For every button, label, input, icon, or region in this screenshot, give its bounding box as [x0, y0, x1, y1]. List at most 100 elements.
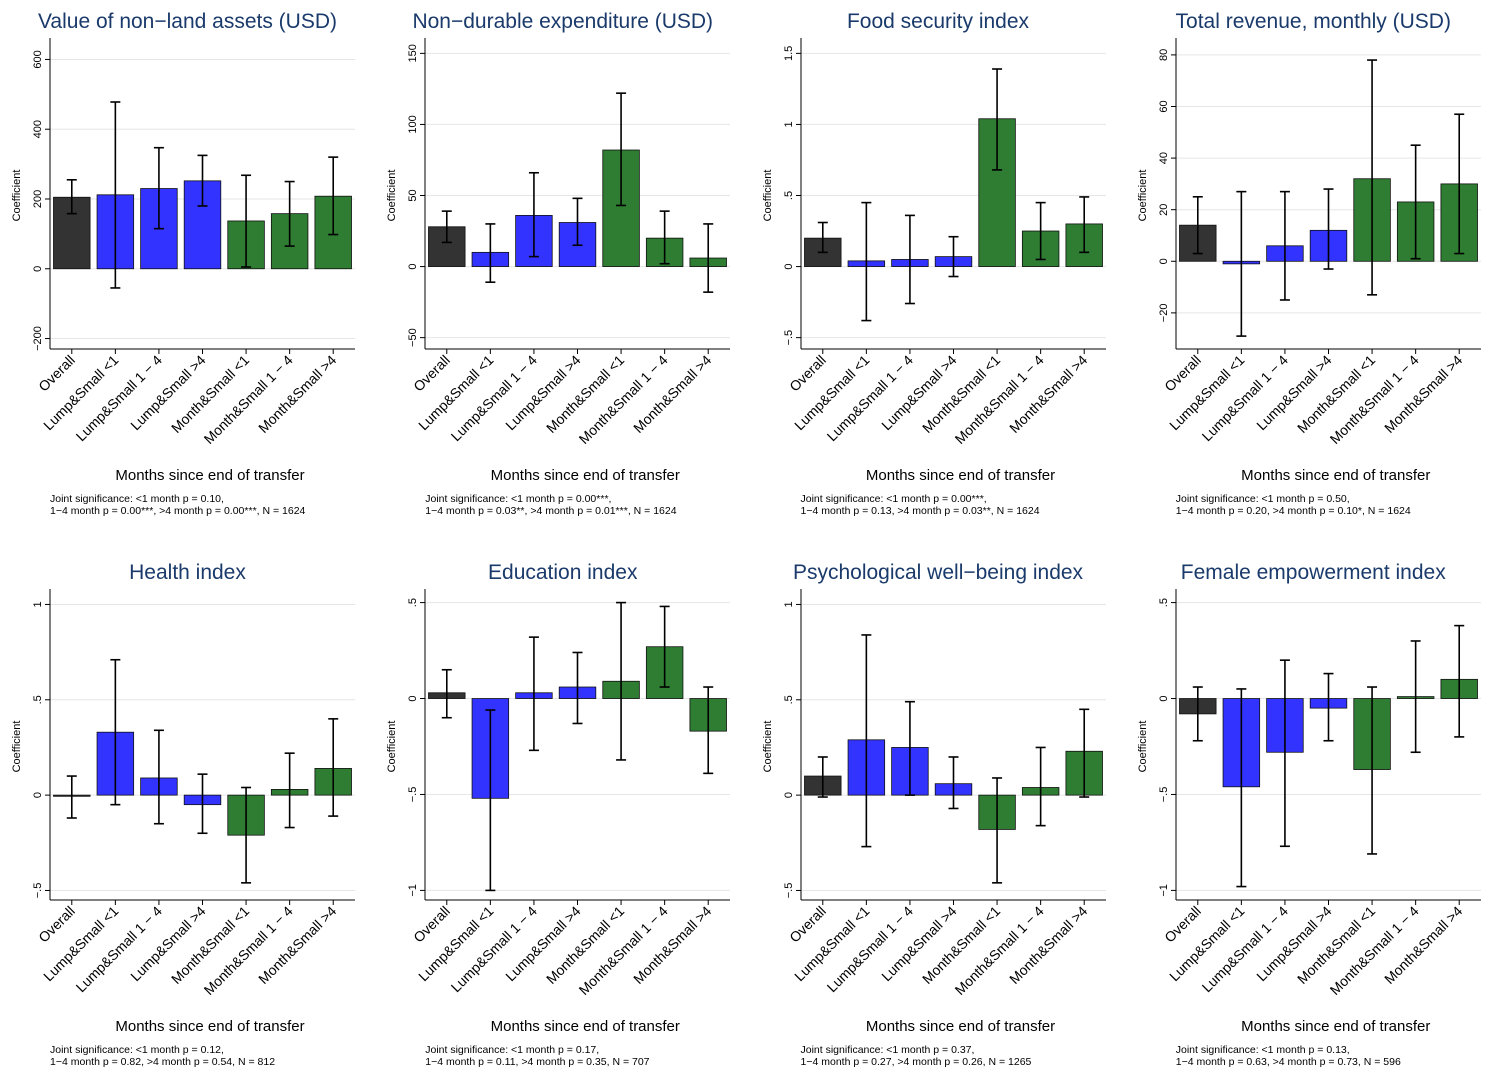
x-tick-label: Month&Small <1 — [168, 903, 252, 987]
x-tick-label: Lump&Small >4 — [502, 352, 584, 434]
chart-panel: Total revenue, monthly (USD) −20 0 20 40 60 80… — [1126, 0, 1501, 534]
chart-title: Value of non−land assets (USD) — [37, 10, 338, 33]
y-axis-title: Coefficient — [11, 721, 23, 773]
x-tick-label: Month&Small <1 — [543, 903, 627, 987]
y-tick-label: −.5 — [783, 330, 795, 346]
chart-panel: Psychological well−being index −.5 0 .5 1 Coe… — [751, 551, 1126, 1085]
y-tick-label: −.5 — [1158, 787, 1170, 803]
x-tick-label: Month&Small <1 — [168, 352, 252, 436]
x-tick-label: Lump&Small >4 — [127, 352, 209, 434]
x-tick-label: Month&Small <1 — [543, 352, 627, 436]
chart-plot: −50050100150CoefficientOverallLump&Small… — [386, 38, 731, 447]
y-axis-title: Coefficient — [1137, 170, 1149, 222]
chart-title: Non−durable expenditure (USD) — [412, 10, 714, 33]
note-line-1: Joint significance: <1 month p = 0.50, — [1175, 493, 1350, 505]
x-tick-label: Overall — [786, 352, 829, 395]
x-tick-label: Lump&Small >4 — [127, 903, 209, 985]
x-axis-title: Months since end of transfer — [490, 467, 680, 484]
x-tick-label: Lump&Small <1 — [1166, 352, 1248, 434]
y-tick-label: 0 — [783, 792, 795, 798]
y-tick-label: 40 — [1158, 152, 1170, 164]
x-tick-label: Lump&Small <1 — [415, 903, 497, 985]
x-axis-title: Months since end of transfer — [865, 467, 1056, 484]
y-tick-label: 0 — [32, 266, 44, 272]
note-line-1: Joint significance: <1 month p = 0.37, — [800, 1044, 975, 1056]
chart-panel: Non−durable expenditure (USD) −50 0 50 100 15… — [375, 0, 750, 534]
significance-note: Joint significance: <1 month p = 0.00***… — [425, 493, 745, 517]
x-axis-title: Months since end of transfer — [1241, 1018, 1431, 1035]
significance-note: Joint significance: <1 month p = 0.37, 1−… — [801, 1044, 1121, 1068]
note-line-2: 1−4 month p = 0.20, >4 month p = 0.10*, … — [1175, 505, 1411, 517]
y-tick-label: −.5 — [407, 787, 419, 803]
y-tick-label: 0 — [783, 264, 795, 270]
x-tick-label: Lump&Small <1 — [791, 352, 873, 434]
x-tick-label: Lump&Small >4 — [1253, 903, 1335, 985]
note-line-2: 1−4 month p = 0.27, >4 month p = 0.26, N… — [800, 1056, 1032, 1068]
note-line-1: Joint significance: <1 month p = 0.17, — [425, 1044, 600, 1056]
y-tick-label: 1 — [783, 601, 795, 607]
x-tick-label: Lump&Small <1 — [40, 903, 122, 985]
x-tick-label: Month&Small >4 — [1006, 352, 1090, 436]
y-tick-label: 20 — [1158, 204, 1170, 216]
x-tick-label: Month&Small >4 — [630, 903, 714, 987]
x-tick-label: Lump&Small >4 — [1253, 352, 1335, 434]
chart-panel: Health index −.5 0.5 1 Coefficient Overall Lum… — [0, 551, 375, 1085]
y-tick-label: −1 — [407, 884, 419, 897]
x-tick-label: Overall — [1161, 352, 1204, 395]
y-tick-label: −50 — [407, 328, 419, 347]
x-tick-label: Month&Small >4 — [630, 352, 714, 436]
note-line-1: Joint significance: <1 month p = 0.12, — [50, 1044, 224, 1056]
y-axis-title: Coefficient — [11, 170, 23, 222]
x-tick-label: Lump&Small <1 — [40, 352, 122, 434]
x-tick-label: Lump&Small >4 — [878, 352, 960, 434]
significance-note: Joint significance: <1 month p = 0.50, 1−… — [1176, 493, 1496, 517]
y-tick-label: −.5 — [32, 883, 44, 899]
y-tick-label: 60 — [1158, 100, 1170, 112]
chart-title: Health index — [129, 561, 246, 584]
y-tick-label: 0 — [407, 695, 419, 701]
y-tick-label: .5 — [407, 598, 419, 607]
x-tick-label: Month&Small <1 — [1294, 352, 1378, 436]
y-axis-title: Coefficient — [386, 721, 398, 773]
x-axis-title: Months since end of transfer — [115, 467, 305, 484]
y-tick-label: .5 — [1158, 598, 1170, 607]
y-tick-label: 0 — [1158, 258, 1170, 264]
y-tick-label: 150 — [407, 44, 419, 62]
note-line-1: Joint significance: <1 month p = 0.10, — [50, 493, 224, 505]
note-line-2: 1−4 month p = 0.00***, >4 month p = 0.00… — [50, 505, 306, 517]
significance-note: Joint significance: <1 month p = 0.10, 1−… — [50, 493, 370, 517]
chart-plot: −20020406080CoefficientOverallLump&Small… — [1137, 38, 1481, 447]
y-tick-label: 50 — [407, 189, 419, 201]
y-tick-label: .5 — [32, 695, 44, 704]
x-tick-label: Month&Small >4 — [1381, 352, 1465, 436]
x-axis-title: Months since end of transfer — [865, 1018, 1056, 1035]
note-line-2: 1−4 month p = 0.03**, >4 month p = 0.01*… — [425, 505, 677, 517]
chart-title: Food security index — [846, 10, 1030, 33]
x-tick-label: Month&Small >4 — [1006, 903, 1090, 987]
x-axis-title: Months since end of transfer — [1241, 467, 1431, 484]
chart-plot: −2000200400600CoefficientOverallLump&Sma… — [11, 38, 355, 447]
chart-panel: Female empowerment index −1 −.5 0 .5 Coeffici… — [1126, 551, 1501, 1085]
chart-title: Total revenue, monthly (USD) — [1175, 10, 1451, 33]
y-tick-label: 1 — [783, 121, 795, 127]
x-tick-label: Overall — [1161, 903, 1204, 946]
y-tick-label: 600 — [32, 50, 44, 68]
chart-title: Female empowerment index — [1180, 561, 1446, 584]
x-tick-label: Overall — [35, 352, 78, 395]
x-tick-label: Lump&Small <1 — [1166, 903, 1248, 985]
x-tick-label: Lump&Small >4 — [502, 903, 584, 985]
y-tick-label: 1.5 — [783, 46, 795, 61]
x-axis-title: Months since end of transfer — [115, 1018, 305, 1035]
x-tick-label: Overall — [35, 903, 78, 946]
y-tick-label: .5 — [783, 695, 795, 704]
y-axis-title: Coefficient — [386, 170, 398, 222]
note-line-1: Joint significance: <1 month p = 0.00***… — [800, 493, 987, 505]
note-line-2: 1−4 month p = 0.63, >4 month p = 0.73, N… — [1175, 1056, 1401, 1068]
chart-panel: Food security index −.5 0 .5 1 1.5 Coefficient… — [751, 0, 1126, 534]
significance-note: Joint significance: <1 month p = 0.13, 1−… — [1176, 1044, 1496, 1068]
x-tick-label: Month&Small >4 — [1381, 903, 1465, 987]
